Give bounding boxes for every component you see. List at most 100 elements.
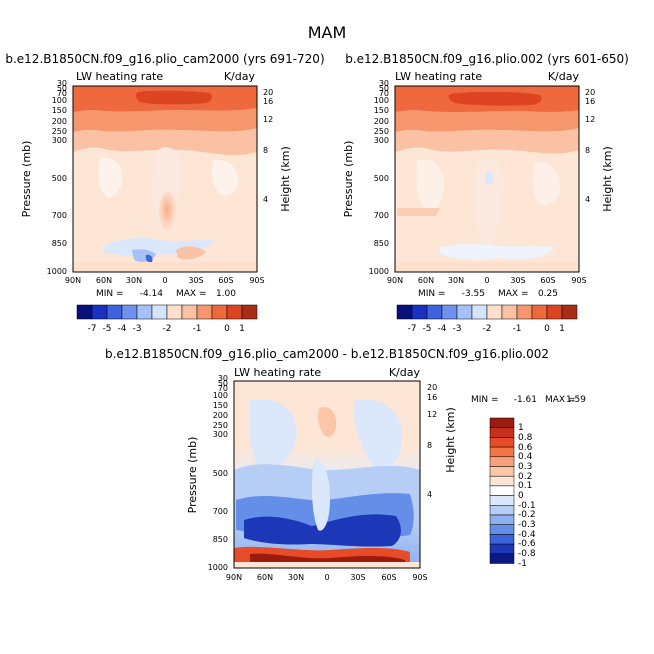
cbar-b-label-0: 0 bbox=[544, 324, 550, 334]
cbar-b-box-3 bbox=[426, 304, 443, 320]
panel-a-xticks: 90N 60N 30N 0 30S 60S 90S bbox=[65, 276, 265, 285]
cbar-b-box-5 bbox=[456, 304, 473, 320]
ytick-150: 150 bbox=[52, 106, 67, 115]
figure-title: MAM bbox=[308, 23, 347, 42]
ytick-right-8: 8 bbox=[427, 441, 432, 450]
cbar-a-label-m7: -7 bbox=[88, 324, 97, 334]
panel-b-max-value: 0.25 bbox=[538, 289, 558, 299]
panel-a-min-value: -4.14 bbox=[140, 289, 164, 299]
cbar-b-box-4 bbox=[441, 304, 458, 320]
cbar-b-label-m1: -1 bbox=[513, 324, 522, 334]
cbar-c-label-0.8: 0.8 bbox=[518, 433, 533, 443]
panel-a-bottom-strip bbox=[73, 262, 257, 272]
panel-a-min-label: MIN = bbox=[96, 289, 124, 299]
panel-a-ylabel: Pressure (mb) bbox=[20, 141, 33, 218]
cbar-c-label-m1: -1 bbox=[518, 559, 527, 569]
cbar-a-box-1 bbox=[76, 304, 93, 320]
panel-c-central-column bbox=[311, 459, 330, 531]
cbar-c-box-1 bbox=[489, 417, 515, 428]
cbar-a-box-8 bbox=[181, 304, 198, 320]
xtick-0: 0 bbox=[484, 276, 489, 285]
xtick-90n: 90N bbox=[226, 573, 242, 582]
cbar-a-label-1: 1 bbox=[239, 324, 245, 334]
xtick-90n: 90N bbox=[387, 276, 403, 285]
ytick-70: 70 bbox=[218, 384, 228, 393]
ytick-250: 250 bbox=[213, 421, 228, 430]
panel-c-upper-blue bbox=[248, 399, 297, 472]
cbar-c-label-0.6: 0.6 bbox=[518, 443, 533, 453]
cbar-c-label-0.4: 0.4 bbox=[518, 452, 533, 462]
panel-c-frame bbox=[233, 380, 421, 569]
ytick-150: 150 bbox=[374, 106, 389, 115]
panel-a-low-blue3 bbox=[145, 254, 153, 263]
cbar-c-box-6 bbox=[489, 466, 515, 477]
cbar-a-box-5 bbox=[136, 304, 153, 320]
ytick-300: 300 bbox=[374, 136, 389, 145]
cbar-b-label-1: 1 bbox=[559, 324, 565, 334]
cbar-c-label-m0.4: -0.4 bbox=[518, 530, 536, 540]
panel-c-blue-deep bbox=[244, 514, 401, 547]
panel-b-yticks-right: 20 16 12 8 4 bbox=[585, 88, 595, 204]
cbar-c-label-m0.3: -0.3 bbox=[518, 520, 536, 530]
ytick-50: 50 bbox=[379, 84, 389, 93]
panel-c-title: b.e12.B1850CN.f09_g16.plio_cam2000 - b.e… bbox=[105, 347, 549, 361]
panel-c-min-value: -1.61 bbox=[514, 395, 537, 405]
ytick-30: 30 bbox=[379, 79, 389, 88]
xtick-90n: 90N bbox=[65, 276, 81, 285]
ytick-500: 500 bbox=[213, 469, 228, 478]
panel-b-field bbox=[394, 85, 580, 273]
ytick-200: 200 bbox=[213, 411, 228, 420]
cbar-a-label-m3: -3 bbox=[133, 324, 142, 334]
ytick-200: 200 bbox=[374, 117, 389, 126]
panel-c-ylabel: Pressure (mb) bbox=[186, 437, 199, 514]
panel-b-low-blue bbox=[440, 244, 555, 261]
panel-c-max-value: 1.59 bbox=[566, 395, 586, 405]
panel-c-max-label: MAX = bbox=[545, 395, 576, 405]
cbar-c-label-0.2: 0.2 bbox=[518, 472, 532, 482]
cbar-b-box-6 bbox=[471, 304, 488, 320]
cbar-c-box-15 bbox=[489, 553, 515, 564]
cbar-b-label-m4: -4 bbox=[438, 324, 447, 334]
panel-c-upper-red bbox=[317, 407, 337, 437]
ytick-70: 70 bbox=[379, 89, 389, 98]
cbar-b-box-10 bbox=[531, 304, 548, 320]
cbar-c-label-0: 0 bbox=[518, 491, 524, 501]
panel-c-variable: LW heating rate bbox=[234, 366, 321, 379]
xtick-30n: 30N bbox=[448, 276, 464, 285]
xtick-30s: 30S bbox=[188, 276, 203, 285]
xtick-30n: 30N bbox=[288, 573, 304, 582]
cbar-c-box-14 bbox=[489, 543, 515, 555]
cbar-c-box-13 bbox=[489, 534, 515, 545]
panel-b-bottom-strip bbox=[395, 262, 579, 272]
panel-a-low-red bbox=[176, 246, 206, 260]
panel-b-title: b.e12.B1850CN.f09_g16.plio.002 (yrs 601-… bbox=[345, 52, 629, 66]
ytick-right-8: 8 bbox=[585, 146, 590, 155]
panel-a-units: K/day bbox=[224, 70, 256, 83]
panel-c-units: K/day bbox=[389, 366, 421, 379]
cbar-c-box-10 bbox=[489, 505, 515, 516]
xtick-60n: 60N bbox=[96, 276, 112, 285]
panel-c-yticks-right: 20 16 12 8 4 bbox=[427, 383, 437, 499]
panel-a-minmax: MIN = -4.14 MAX = 1.00 bbox=[96, 289, 236, 299]
cbar-b-label-m5: -5 bbox=[423, 324, 432, 334]
panel-a-yticks-right: 20 16 12 8 4 bbox=[263, 88, 273, 204]
cbar-b-label-m3: -3 bbox=[453, 324, 462, 334]
cbar-c-box-5 bbox=[489, 456, 515, 467]
ytick-30: 30 bbox=[218, 374, 228, 383]
panel-b-xticks: 90N 60N 30N 0 30S 60S 90S bbox=[387, 276, 587, 285]
cbar-c-label-m0.8: -0.8 bbox=[518, 549, 536, 559]
panel-b-band-core bbox=[448, 91, 542, 106]
panel-c-xticks: 90N 60N 30N 0 30S 60S 90S bbox=[226, 573, 428, 582]
panel-b-column bbox=[475, 157, 503, 245]
cbar-c-box-12 bbox=[489, 524, 515, 535]
ytick-right-20: 20 bbox=[263, 88, 273, 97]
cbar-c-label-1: 1 bbox=[518, 423, 524, 433]
panel-b-min-value: -3.55 bbox=[462, 289, 485, 299]
ytick-700: 700 bbox=[52, 211, 67, 220]
panel-c-ylabel-right: Height (km) bbox=[444, 407, 457, 473]
ytick-30: 30 bbox=[57, 79, 67, 88]
cbar-b-box-7 bbox=[486, 304, 503, 320]
cbar-b-box-8 bbox=[501, 304, 518, 320]
panel-c-field bbox=[233, 380, 421, 569]
